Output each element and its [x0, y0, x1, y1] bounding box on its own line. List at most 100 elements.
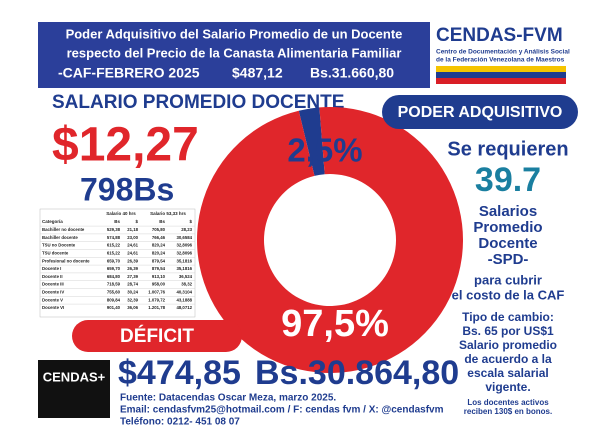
donut	[197, 106, 464, 374]
subtitle: SALARIO PROMEDIO DOCENTE	[52, 92, 344, 113]
salary-table: Salario 40 hrs Salario 53,33 hrs Categoría…	[39, 208, 196, 318]
table-cell: 24,61	[127, 251, 138, 256]
right-panel-line: -SPD-	[488, 251, 529, 268]
table-header: $	[189, 219, 192, 224]
table-cell: 43,1888	[176, 297, 192, 302]
table-cell: TSU no Docente	[42, 243, 76, 248]
footer-logo: CENDAS+	[43, 369, 106, 384]
table-cell: 36,524	[179, 274, 193, 279]
table-cell: Docente II	[42, 274, 63, 279]
deficit-bs: Bs.30.864,80	[255, 354, 459, 392]
table-cell: 32,39	[127, 297, 138, 302]
table-cell: 32,8096	[176, 243, 192, 248]
table-cell: 48,0712	[176, 305, 192, 310]
right-panel-line: Bs. 65 por US$1	[462, 324, 554, 338]
table-cell: 820,24	[152, 243, 166, 248]
header-caf-usd: $487,12	[232, 65, 283, 81]
table-cell: Docente I	[42, 266, 61, 271]
table-cell: 28,23	[181, 227, 192, 232]
table-cell: Docente III	[42, 282, 64, 287]
right-panel-line: para cubrir	[474, 272, 542, 287]
right-panel-line: Docente	[478, 235, 537, 252]
right-panel-line: reciben 130$ en bonos.	[464, 407, 552, 416]
footer-logo-box	[38, 360, 110, 418]
table-cell: 1.079,72	[148, 297, 165, 302]
table-cell: Docente IV	[42, 290, 64, 295]
legend-pill	[72, 320, 242, 352]
logo-line: de la Federación Venezolana de Maestros	[436, 57, 565, 64]
table-cell: 958,00	[152, 282, 166, 287]
table-cell: 529,38	[107, 227, 121, 232]
value-label: 97,5%	[281, 303, 389, 345]
table-header: $	[135, 219, 138, 224]
header-caf: -CAF-FEBRERO 2025	[58, 65, 200, 81]
donut-slice	[298, 107, 325, 176]
right-panel-line: 39.7	[475, 161, 541, 199]
right-panel-line: el costo de la CAF	[452, 287, 565, 302]
logo-name: CENDAS-FVM	[436, 25, 563, 46]
table-cell: 30,6584	[176, 235, 192, 240]
table-bg	[39, 208, 196, 318]
header-line: respecto del Precio de la Canasta Alimen…	[67, 45, 402, 60]
salary-bs: 798Bs	[80, 171, 174, 207]
table-header: Bs	[114, 219, 120, 224]
table-cell: 23,00	[127, 235, 138, 240]
table-cell: 718,59	[107, 282, 121, 287]
table-cell: 26,39	[127, 266, 138, 271]
flag-stripe	[436, 72, 566, 78]
table-cell: 36,06	[127, 305, 138, 310]
legend-label: DÉFICIT	[120, 325, 194, 347]
table-cell: Docente VI	[42, 305, 64, 310]
footer-line: Email: cendasfvm25@hotmail.com / F: cend…	[120, 405, 444, 416]
table-cell: 35,1816	[176, 258, 192, 263]
table-group: Salario 53,33 hrs	[150, 211, 186, 216]
legend-label: PODER ADQUISITIVO	[398, 104, 563, 121]
logo-line: Centro de Documentación y Análisis Socia…	[436, 49, 570, 56]
right-panel-line: de acuerdo a la	[464, 352, 552, 366]
table-header: Categoría	[42, 219, 63, 224]
table-cell: 913,10	[152, 274, 166, 279]
table-cell: 28,74	[127, 282, 138, 287]
table-cell: 38,32	[181, 282, 192, 287]
table-cell: 705,80	[152, 227, 166, 232]
deficit-usd: $474,85	[118, 354, 241, 392]
right-panel-line: Salario promedio	[459, 338, 557, 352]
flag-stripe	[436, 66, 566, 72]
donut-slice	[197, 106, 464, 374]
right-panel-line: Promedio	[473, 219, 542, 236]
table-cell: 684,80	[107, 274, 121, 279]
header-caf-bs: Bs.31.660,80	[310, 65, 394, 81]
table-cell: 766,46	[152, 235, 166, 240]
table-cell: Docente V	[42, 297, 63, 302]
table-cell: 35,1816	[176, 266, 192, 271]
header-line: Poder Adquisitivo del Salario Promedio d…	[66, 26, 403, 41]
table-cell: Bachiller docente	[42, 235, 78, 240]
legend-pill	[382, 95, 578, 129]
table-cell: 26,39	[127, 258, 138, 263]
right-panel-line: Tipo de cambio:	[462, 310, 554, 324]
table-cell: 901,40	[107, 305, 121, 310]
table-cell: 615,22	[107, 251, 121, 256]
table-cell: 879,54	[152, 266, 166, 271]
right-panel-line: Los docentes activos	[467, 398, 549, 407]
table-cell: 30,24	[127, 290, 138, 295]
right-panel-line: escala salarial	[467, 366, 548, 380]
flag-stripe	[436, 78, 566, 84]
table-cell: 615,22	[107, 243, 121, 248]
table-cell: 809,84	[107, 297, 121, 302]
table-cell: 574,88	[107, 235, 121, 240]
table-cell: 820,24	[152, 251, 166, 256]
right-panel-line: vigente.	[485, 380, 530, 394]
table-cell: 1.201,78	[148, 305, 165, 310]
footer-line: Teléfono: 0212- 451 08 07	[120, 417, 240, 428]
header-box	[38, 22, 430, 88]
table-cell: 27,39	[127, 274, 138, 279]
footer-line: Fuente: Datacendas Oscar Meza, marzo 202…	[120, 393, 336, 404]
table-cell: 40,3104	[176, 290, 192, 295]
table-cell: 24,61	[127, 243, 138, 248]
value-label: 2,5%	[287, 132, 362, 169]
table-cell: Profesional no docente	[42, 258, 90, 263]
table-cell: 1.007,76	[148, 290, 165, 295]
